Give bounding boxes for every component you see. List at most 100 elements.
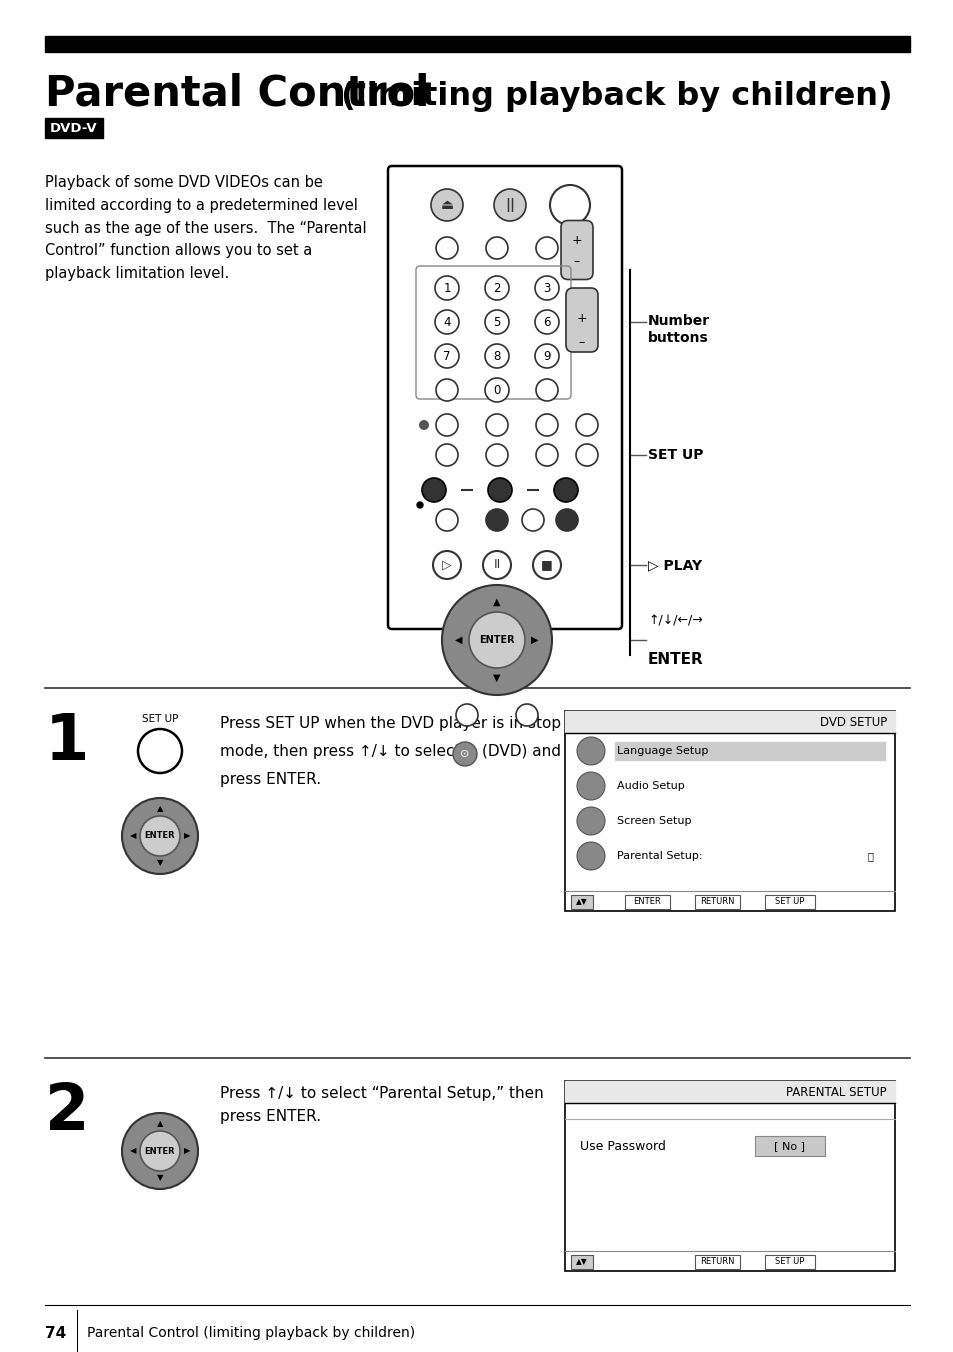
Text: ENTER: ENTER (647, 652, 703, 667)
Text: ▼: ▼ (156, 1174, 163, 1183)
Text: ⊙: ⊙ (460, 749, 469, 758)
Text: Parental Control (limiting playback by children): Parental Control (limiting playback by c… (87, 1326, 415, 1340)
Text: 0: 0 (493, 384, 500, 396)
FancyBboxPatch shape (565, 288, 598, 352)
Circle shape (433, 552, 460, 579)
Text: –: – (574, 256, 579, 269)
Text: [ No ]: [ No ] (774, 1141, 804, 1151)
Bar (564, 711, 894, 911)
Text: Press ↑/↓ to select “Parental Setup,” then
press ENTER.: Press ↑/↓ to select “Parental Setup,” th… (220, 1086, 543, 1125)
Circle shape (485, 443, 507, 466)
Circle shape (418, 420, 429, 430)
Text: 74: 74 (45, 1325, 66, 1340)
Text: (limiting playback by children): (limiting playback by children) (330, 81, 892, 112)
Text: 2: 2 (493, 281, 500, 295)
Text: Playback of some DVD VIDEOs can be
limited according to a predetermined level
su: Playback of some DVD VIDEOs can be limit… (45, 174, 366, 281)
Circle shape (576, 443, 598, 466)
Text: 6: 6 (542, 315, 550, 329)
Circle shape (138, 729, 182, 773)
Text: 5: 5 (493, 315, 500, 329)
Text: ENTER: ENTER (478, 635, 515, 645)
Text: Number
buttons: Number buttons (647, 314, 709, 345)
Text: RETURN: RETURN (700, 1257, 734, 1267)
Circle shape (122, 798, 198, 873)
Text: 9: 9 (542, 350, 550, 362)
Text: SET UP: SET UP (647, 448, 702, 462)
Circle shape (577, 737, 604, 765)
Text: Language Setup: Language Setup (617, 746, 708, 756)
Circle shape (435, 343, 458, 368)
Circle shape (536, 414, 558, 435)
Circle shape (441, 585, 552, 695)
Text: ENTER: ENTER (633, 898, 660, 906)
Text: 4: 4 (443, 315, 450, 329)
Text: ■: ■ (540, 558, 553, 572)
Text: Press SET UP when the DVD player is in stop: Press SET UP when the DVD player is in s… (220, 717, 560, 731)
Circle shape (484, 276, 509, 300)
Circle shape (556, 508, 578, 531)
Circle shape (577, 807, 604, 836)
Text: +: + (576, 311, 587, 324)
Text: DVD SETUP: DVD SETUP (819, 715, 886, 729)
Circle shape (484, 379, 509, 402)
Text: 1: 1 (45, 711, 90, 773)
Text: Parental Control: Parental Control (45, 72, 429, 114)
Circle shape (140, 1132, 180, 1171)
Text: ▲: ▲ (493, 598, 500, 607)
Text: ▲▼: ▲▼ (576, 1257, 587, 1267)
Circle shape (431, 189, 462, 220)
Text: ↑/↓/←/→: ↑/↓/←/→ (647, 615, 702, 627)
Text: ▶: ▶ (184, 831, 190, 841)
Circle shape (533, 552, 560, 579)
Text: PARENTAL SETUP: PARENTAL SETUP (785, 1086, 886, 1098)
Circle shape (456, 704, 477, 726)
Circle shape (416, 502, 422, 508)
Text: 7: 7 (443, 350, 450, 362)
Text: ▷: ▷ (442, 558, 452, 572)
Circle shape (485, 237, 507, 260)
Circle shape (554, 479, 578, 502)
Circle shape (436, 414, 457, 435)
Circle shape (485, 414, 507, 435)
Circle shape (577, 842, 604, 869)
Text: ◀: ◀ (130, 1146, 136, 1156)
Bar (764, 1255, 814, 1270)
Circle shape (536, 379, 558, 402)
Text: SET UP: SET UP (775, 1257, 803, 1267)
Text: ▲: ▲ (156, 1119, 163, 1129)
Circle shape (436, 508, 457, 531)
Text: ▲▼: ▲▼ (576, 898, 587, 906)
Circle shape (435, 310, 458, 334)
Text: ◀: ◀ (455, 635, 462, 645)
Circle shape (140, 817, 180, 856)
Circle shape (521, 508, 543, 531)
Bar (624, 895, 669, 909)
Text: ▷ PLAY: ▷ PLAY (647, 558, 701, 572)
Text: 🔒: 🔒 (866, 850, 872, 861)
Circle shape (516, 704, 537, 726)
Circle shape (535, 276, 558, 300)
Circle shape (536, 237, 558, 260)
Text: ▶: ▶ (184, 1146, 190, 1156)
Text: II: II (493, 558, 500, 572)
Bar (45, 37, 909, 51)
Circle shape (485, 508, 507, 531)
Circle shape (535, 343, 558, 368)
Text: DVD-V: DVD-V (51, 122, 98, 134)
Bar (564, 711, 894, 733)
Text: RETURN: RETURN (700, 898, 734, 906)
Text: ▼: ▼ (156, 859, 163, 868)
Circle shape (453, 742, 476, 767)
Text: SET UP: SET UP (775, 898, 803, 906)
Bar (764, 895, 814, 909)
Bar (45, 118, 103, 138)
Bar (695, 1255, 740, 1270)
Bar (695, 895, 740, 909)
Text: ▶: ▶ (531, 635, 538, 645)
Text: (DVD) and: (DVD) and (481, 744, 560, 758)
Circle shape (484, 310, 509, 334)
Circle shape (436, 237, 457, 260)
Circle shape (577, 772, 604, 800)
Text: ◀: ◀ (130, 831, 136, 841)
Text: ENTER: ENTER (145, 831, 175, 841)
